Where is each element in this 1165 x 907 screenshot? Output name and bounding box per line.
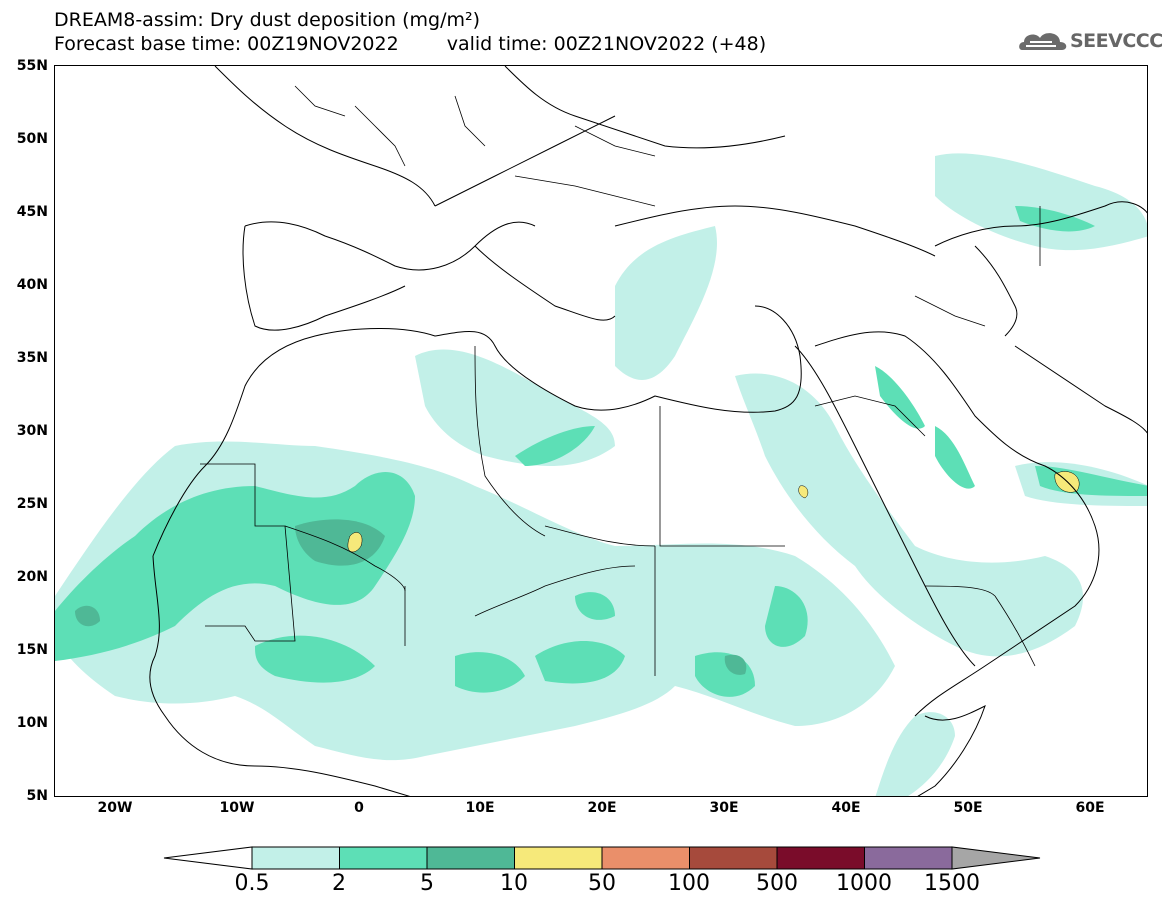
map-subtitle: Forecast base time: 00Z19NOV2022 valid ti… xyxy=(54,34,766,54)
colorbar xyxy=(163,846,1041,870)
lat-label: 30N xyxy=(16,423,48,439)
lon-label: 30E xyxy=(709,800,739,816)
colorbar-low-arrow xyxy=(163,846,253,870)
colorbar-label: 50 xyxy=(588,871,616,896)
lat-label: 40N xyxy=(16,277,48,293)
lon-label: 20E xyxy=(587,800,617,816)
map-area[interactable] xyxy=(54,65,1148,797)
lat-label: 5N xyxy=(26,788,48,804)
lon-label: 0 xyxy=(354,800,364,816)
lat-label: 25N xyxy=(16,496,48,512)
colorbar-segment xyxy=(426,846,515,870)
lon-label: 50E xyxy=(953,800,983,816)
colorbar-label: 1000 xyxy=(836,871,892,896)
lon-label: 60E xyxy=(1075,800,1105,816)
lat-label: 45N xyxy=(16,204,48,220)
country-borders xyxy=(200,85,1041,676)
colorbar-label: 500 xyxy=(756,871,798,896)
valid-time: valid time: 00Z21NOV2022 (+48) xyxy=(446,33,767,55)
lat-label: 35N xyxy=(16,350,48,366)
lon-label: 10W xyxy=(219,800,255,816)
colorbar-label: 1500 xyxy=(924,871,980,896)
colorbar-segment xyxy=(776,846,865,870)
lat-label: 15N xyxy=(16,642,48,658)
lon-label: 40E xyxy=(831,800,861,816)
dust-field-medium xyxy=(55,206,1147,697)
cloud-icon xyxy=(1019,33,1067,50)
lat-label: 10N xyxy=(16,715,48,731)
colorbar-label: 10 xyxy=(500,871,528,896)
colorbar-high-arrow xyxy=(951,846,1041,870)
logo-text: SEEVCCC xyxy=(1070,30,1163,52)
colorbar-label: 100 xyxy=(668,871,710,896)
lat-label: 50N xyxy=(16,131,48,147)
map-title: DREAM8-assim: Dry dust deposition (mg/m²… xyxy=(54,9,481,31)
coastlines xyxy=(149,66,1147,796)
lat-label: 55N xyxy=(16,58,48,74)
colorbar-segment xyxy=(689,846,778,870)
dust-field-dark xyxy=(75,519,747,675)
colorbar-segment xyxy=(601,846,690,870)
colorbar-segment xyxy=(339,846,428,870)
lon-label: 10E xyxy=(465,800,495,816)
colorbar-label: 2 xyxy=(332,871,346,896)
colorbar-segment xyxy=(251,846,340,870)
colorbar-label: 5 xyxy=(420,871,434,896)
lat-label: 20N xyxy=(16,569,48,585)
lon-label: 20W xyxy=(97,800,133,816)
forecast-base-time: Forecast base time: 00Z19NOV2022 xyxy=(54,33,399,55)
colorbar-label: 0.5 xyxy=(234,871,270,896)
colorbar-segment xyxy=(514,846,603,870)
dust-deposition-map xyxy=(55,66,1147,796)
dust-field-light xyxy=(55,153,1147,796)
colorbar-segment xyxy=(864,846,953,870)
